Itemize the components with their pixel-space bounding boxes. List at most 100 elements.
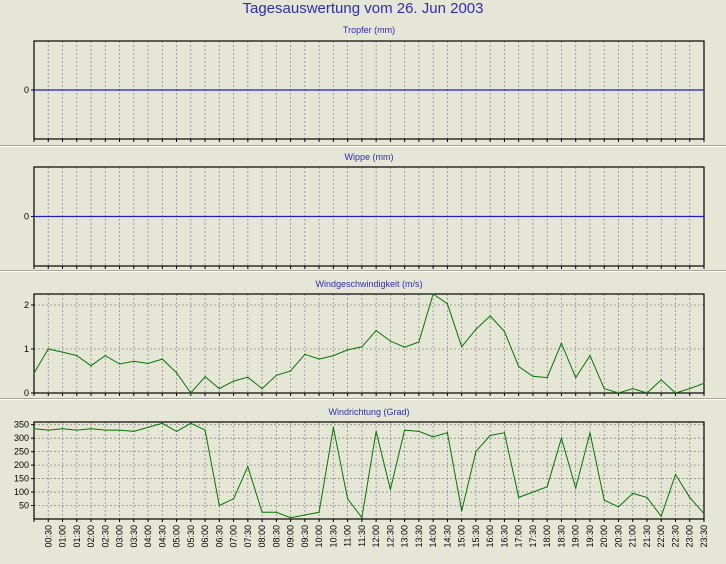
- y-tick-label: 0: [24, 85, 29, 95]
- data-point: [560, 437, 563, 439]
- data-point: [261, 511, 263, 513]
- data-point: [418, 430, 420, 433]
- data-point: [161, 422, 163, 424]
- y-tick-label: 150: [14, 474, 29, 484]
- data-point: [204, 376, 206, 378]
- data-point: [232, 380, 235, 382]
- chart-panel: Wippe (mm) 0: [24, 152, 705, 269]
- data-point: [76, 429, 78, 431]
- y-tick-label: 250: [14, 447, 29, 457]
- x-tick-label: 06:30: [214, 525, 224, 548]
- data-point: [361, 517, 363, 519]
- y-tick-label: 1: [24, 344, 29, 354]
- data-point: [603, 388, 605, 390]
- data-point: [347, 498, 349, 500]
- data-point: [33, 372, 35, 374]
- data-point: [532, 491, 534, 493]
- x-tick-label: 13:00: [400, 525, 410, 548]
- data-point: [475, 451, 477, 453]
- x-tick-label: 14:30: [442, 525, 452, 548]
- x-tick-label: 11:30: [357, 525, 367, 547]
- data-point: [104, 429, 106, 431]
- data-point: [674, 473, 677, 476]
- x-tick-label: 08:30: [271, 525, 281, 548]
- data-point: [432, 436, 434, 438]
- data-point: [389, 340, 391, 342]
- data-point: [332, 355, 334, 357]
- x-tick-label: 22:30: [670, 525, 680, 548]
- y-tick-label: 0: [24, 212, 29, 222]
- x-tick-label: 11:00: [343, 525, 353, 547]
- x-tick-label: 02:30: [100, 525, 110, 548]
- data-point: [318, 358, 320, 360]
- data-point: [318, 511, 320, 513]
- data-point: [375, 329, 377, 332]
- chart-panel: Tropfer (mm) 0: [24, 25, 705, 142]
- data-point: [275, 511, 277, 513]
- data-point: [689, 496, 691, 499]
- data-point: [446, 303, 449, 305]
- data-point: [617, 506, 620, 508]
- data-point: [118, 429, 121, 431]
- x-tick-label: 15:30: [471, 525, 481, 548]
- x-tick-label: 21:00: [628, 525, 638, 548]
- data-point: [404, 429, 406, 431]
- data-point: [575, 487, 577, 489]
- data-point: [546, 486, 548, 488]
- data-point: [332, 426, 334, 428]
- data-point: [147, 362, 149, 365]
- plot-frame: [33, 421, 705, 520]
- y-tick-label: 2: [24, 300, 29, 310]
- x-tick-label: 03:00: [115, 525, 125, 548]
- x-tick-label: 16:00: [485, 525, 495, 548]
- data-point: [247, 376, 249, 378]
- x-tick-label: 15:00: [457, 525, 467, 548]
- data-point: [674, 392, 677, 394]
- x-tick-label: 07:00: [229, 525, 239, 548]
- data-point: [247, 465, 249, 468]
- data-point: [518, 366, 520, 368]
- data-point: [518, 496, 520, 499]
- x-tick-label: 04:00: [143, 525, 153, 548]
- data-point: [175, 372, 178, 374]
- x-tick-label: 12:00: [371, 525, 381, 548]
- data-point: [589, 355, 591, 357]
- data-point: [703, 513, 705, 515]
- x-tick-label: 02:00: [86, 525, 96, 548]
- panel-separator: [0, 270, 726, 272]
- y-tick-label: 50: [19, 501, 29, 511]
- data-point: [190, 392, 192, 394]
- data-point: [617, 392, 620, 394]
- series-line: [33, 422, 705, 519]
- data-point: [432, 293, 434, 295]
- x-tick-label: 13:30: [414, 525, 424, 548]
- x-tick-label: 12:30: [385, 525, 395, 548]
- data-point: [461, 510, 463, 512]
- data-point: [133, 360, 135, 362]
- y-tick-label: 100: [14, 487, 29, 497]
- x-tick-label: 00:30: [43, 525, 53, 548]
- data-point: [389, 488, 391, 490]
- data-point: [289, 370, 292, 372]
- x-tick-label: 07:30: [243, 525, 253, 548]
- chart-panel: Windgeschwindigkeit (m/s) 0 1 2: [24, 279, 705, 398]
- x-tick-label: 19:30: [585, 525, 595, 548]
- data-point: [90, 365, 92, 367]
- x-tick-label: 18:30: [556, 525, 566, 548]
- data-point: [404, 346, 406, 348]
- data-point: [446, 432, 449, 434]
- data-point: [204, 429, 206, 431]
- data-point: [261, 388, 263, 390]
- x-tick-label: 05:00: [172, 525, 182, 548]
- data-point: [461, 346, 463, 348]
- series-line: [33, 293, 705, 394]
- y-tick-label: 200: [14, 460, 29, 470]
- data-point: [175, 430, 178, 433]
- data-point: [418, 341, 420, 343]
- data-point: [147, 426, 149, 428]
- data-point: [503, 330, 506, 332]
- data-point: [660, 379, 662, 381]
- data-point: [546, 377, 548, 379]
- data-point: [289, 517, 292, 519]
